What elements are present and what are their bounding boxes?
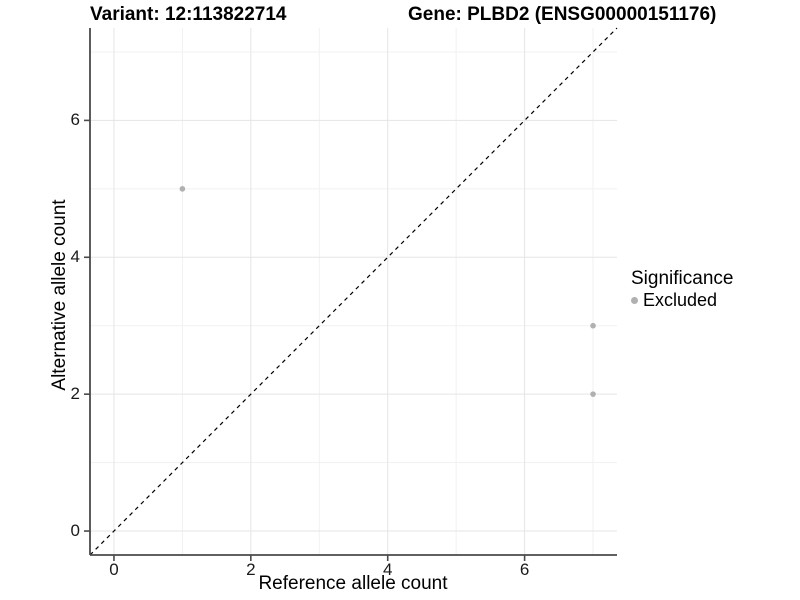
y-tick-label: 2	[70, 384, 80, 404]
x-tick-label: 0	[109, 560, 119, 579]
excluded-point-swatch	[631, 297, 638, 304]
x-tick-label: 2	[246, 560, 256, 579]
legend: Significance Excluded	[631, 268, 733, 311]
x-axis-title: Reference allele count	[258, 573, 448, 594]
y-tick-label: 6	[70, 110, 80, 130]
data-point	[179, 186, 186, 192]
y-tick-label: 4	[70, 247, 80, 267]
identity-line	[89, 27, 618, 556]
plot-title-variant: Variant: 12:113822714	[90, 4, 287, 25]
x-tick-label: 4	[382, 560, 393, 579]
y-tick-label: 0	[70, 521, 80, 541]
legend-title: Significance	[631, 268, 734, 289]
y-axis-title: Alternative allele count	[49, 199, 70, 391]
legend-entry-label: Excluded	[643, 290, 718, 310]
x-tick-label: 6	[519, 560, 530, 579]
data-point	[590, 322, 596, 329]
data-point	[590, 391, 596, 397]
plot-title-gene: Gene: PLBD2 (ENSG00000151176)	[408, 4, 717, 25]
legend-entry-excluded: Excluded	[631, 290, 733, 311]
